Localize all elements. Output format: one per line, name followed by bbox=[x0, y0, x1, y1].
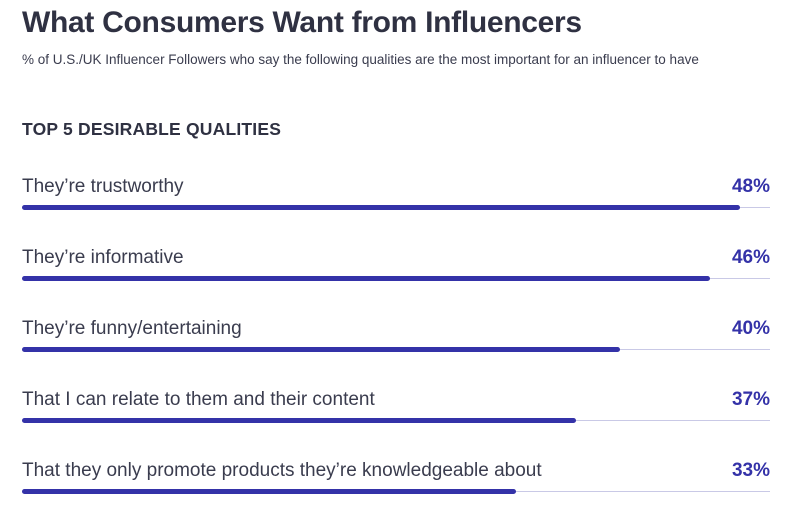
bar-chart: They’re trustworthy 48% They’re informativ… bbox=[22, 176, 770, 531]
bar-value-label: 40% bbox=[731, 318, 770, 339]
bar bbox=[22, 276, 710, 281]
bar-label: They’re informative bbox=[22, 247, 184, 268]
bar-label: That I can relate to them and their cont… bbox=[22, 389, 375, 410]
bar-label: They’re trustworthy bbox=[22, 176, 184, 197]
bar bbox=[22, 489, 516, 494]
bar-row: They’re informative 46% bbox=[22, 247, 770, 318]
chart-title: What Consumers Want from Influencers bbox=[22, 6, 582, 39]
bar-label: That they only promote products they’re … bbox=[22, 460, 542, 481]
bar bbox=[22, 418, 576, 423]
bar-value-label: 46% bbox=[731, 247, 770, 268]
bar-row: That they only promote products they’re … bbox=[22, 460, 770, 531]
bar-row: They’re funny/entertaining 40% bbox=[22, 318, 770, 389]
bar bbox=[22, 205, 740, 210]
bar-value-label: 33% bbox=[731, 460, 770, 481]
bar-row: That I can relate to them and their cont… bbox=[22, 389, 770, 460]
bar-value-label: 37% bbox=[731, 389, 770, 410]
bar-value-label: 48% bbox=[731, 176, 770, 197]
chart-subtitle: % of U.S./UK Influencer Followers who sa… bbox=[22, 52, 699, 67]
bar-label: They’re funny/entertaining bbox=[22, 318, 242, 339]
section-heading: TOP 5 DESIRABLE QUALITIES bbox=[22, 119, 282, 139]
bar-row: They’re trustworthy 48% bbox=[22, 176, 770, 247]
bar bbox=[22, 347, 620, 352]
